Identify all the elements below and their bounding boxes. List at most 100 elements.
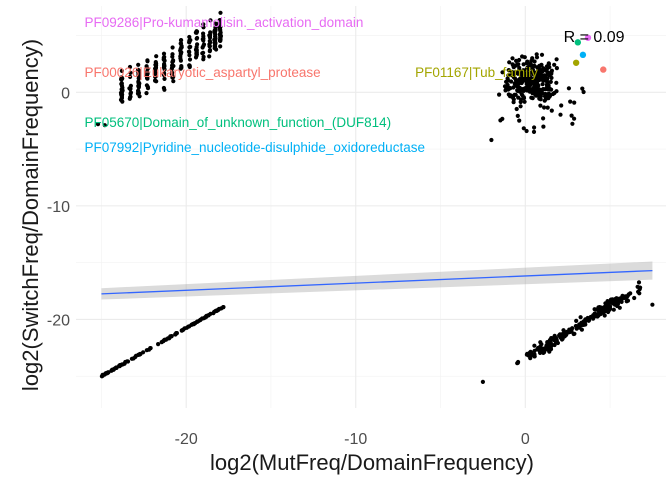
scatter-point [144,64,149,69]
scatter-point [578,315,583,320]
scatter-point [602,304,607,309]
scatter-point [539,52,545,57]
scatter-point [170,59,175,64]
scatter-point [532,352,537,357]
scatter-point [118,90,124,95]
scatter-point [572,331,577,336]
scatter-point [514,106,519,112]
x-tick-label: 0 [521,431,530,448]
scatter-point [119,77,124,82]
scatter-point [218,10,223,15]
scatter-point [122,361,127,366]
scatter-point [111,367,116,372]
scatter-point [517,57,522,63]
scatter-point [194,29,200,34]
scatter-point [187,57,193,62]
scatter-point [530,91,535,96]
scatter-point [549,108,554,113]
scatter-point [127,64,133,70]
scatter-point [625,298,631,303]
scatter-point [170,45,175,50]
scatter-point [201,57,206,62]
correlation-label: R = 0.09 [564,29,625,46]
highlight-points [572,34,607,73]
scatter-point [128,90,133,95]
scatter-point [535,72,540,77]
scatter-point [161,338,166,344]
scatter-point [221,305,226,310]
scatter-point [165,336,170,341]
scatter-point [534,93,539,98]
scatter-point [554,66,560,71]
scatter-point [532,343,537,348]
scatter-point [545,105,550,110]
scatter-point [480,379,485,384]
scatter-point [527,350,532,355]
scatter-point [577,323,582,328]
scatter-point [162,57,167,62]
scatter-point [515,113,520,118]
scatter-point [558,333,563,338]
scatter-point [570,121,575,126]
highlight-point [584,34,592,41]
scatter-point [636,280,642,285]
scatter-point [192,321,197,326]
scatter-point [128,87,133,92]
scatter-point [213,36,218,41]
scatter-point [538,97,543,102]
scatter-point [596,305,601,310]
scatter-point [562,331,568,336]
scatter-point [522,55,527,60]
scatter-point [620,293,625,298]
scatter-point [170,63,175,68]
scatter-point [187,40,192,45]
scatter-point [218,28,223,33]
scatter-point [178,58,183,63]
scatter-point [543,96,548,102]
scatter-point [539,342,544,347]
scatter-point [569,326,574,332]
scatter-point [153,66,158,71]
scatter-point [188,44,193,49]
scatter-point [524,85,529,90]
scatter-point [141,350,146,355]
scatter-point [515,360,521,365]
scatter-point [211,311,216,316]
scatter-point [170,70,175,75]
scatter-point [133,353,139,358]
x-tick-label: -20 [175,431,198,448]
scatter-point [213,22,218,27]
scatter-point [187,53,192,58]
scatter-point [99,374,104,379]
scatter-point [162,76,167,81]
scatter-point [541,124,546,129]
highlight-point [574,39,582,46]
scatter-point [537,348,542,353]
scatter-point [217,18,223,23]
scatter-point [145,86,151,91]
scatter-point [513,63,518,68]
scatter-point [201,25,206,30]
scatter-point [207,54,212,59]
scatter-point [544,82,550,87]
scatter-point [169,334,174,339]
scatter-point [650,302,655,307]
scatter-point [552,333,557,338]
scatter-point [513,92,518,97]
scatter-point [506,73,511,78]
y-axis-title: log2(SwitchFreq/DomainFrequency) [18,39,43,391]
scatter-point [555,340,561,346]
scatter-point [213,32,218,37]
scatter-point [207,49,212,54]
scatter-point [569,113,574,118]
scatter-point [136,84,141,89]
scatter-point [104,371,109,376]
scatter-point [574,318,579,323]
scatter-point [526,88,532,93]
scatter-point [523,74,528,79]
scatter-point [596,308,602,313]
scatter-point [530,67,535,72]
scatter-point [539,62,544,67]
y-tick-label: -10 [47,199,70,216]
scatter-point [506,68,511,73]
